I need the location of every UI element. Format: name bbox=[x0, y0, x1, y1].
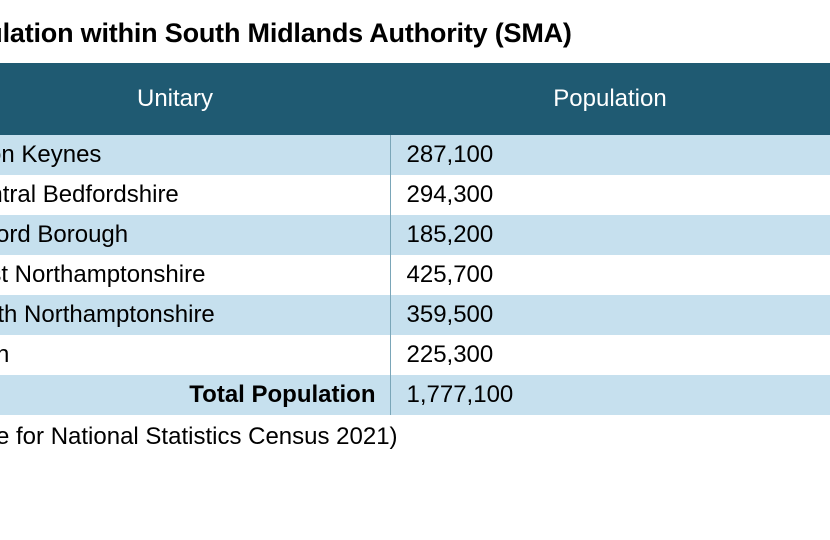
unitary-name: est Northamptonshire bbox=[0, 255, 390, 295]
population-value: 294,300 bbox=[390, 175, 830, 215]
unitary-name: dford Borough bbox=[0, 215, 390, 255]
unitary-name: orth Northamptonshire bbox=[0, 295, 390, 335]
table-header-row: Unitary Population bbox=[0, 63, 830, 135]
population-value: 185,200 bbox=[390, 215, 830, 255]
population-value: 287,100 bbox=[390, 135, 830, 175]
table-row: est Northamptonshire 425,700 bbox=[0, 255, 830, 295]
population-value: 225,300 bbox=[390, 335, 830, 375]
table-row: ton 225,300 bbox=[0, 335, 830, 375]
col-header-population: Population bbox=[390, 63, 830, 135]
table-row: dford Borough 185,200 bbox=[0, 215, 830, 255]
total-population: 1,777,100 bbox=[390, 375, 830, 415]
unitary-name: entral Bedfordshire bbox=[0, 175, 390, 215]
page-container: pulation within South Midlands Authority… bbox=[0, 0, 830, 451]
population-value: 425,700 bbox=[390, 255, 830, 295]
unitary-name: lton Keynes bbox=[0, 135, 390, 175]
table-total-row: Total Population 1,777,100 bbox=[0, 375, 830, 415]
total-label: Total Population bbox=[0, 375, 390, 415]
table-row: entral Bedfordshire 294,300 bbox=[0, 175, 830, 215]
table-row: orth Northamptonshire 359,500 bbox=[0, 295, 830, 335]
unitary-name: ton bbox=[0, 335, 390, 375]
source-note: fice for National Statistics Census 2021… bbox=[0, 415, 830, 451]
page-title: pulation within South Midlands Authority… bbox=[0, 18, 830, 49]
table-row: lton Keynes 287,100 bbox=[0, 135, 830, 175]
col-header-unitary: Unitary bbox=[0, 63, 390, 135]
population-value: 359,500 bbox=[390, 295, 830, 335]
population-table: Unitary Population lton Keynes 287,100 e… bbox=[0, 63, 830, 415]
